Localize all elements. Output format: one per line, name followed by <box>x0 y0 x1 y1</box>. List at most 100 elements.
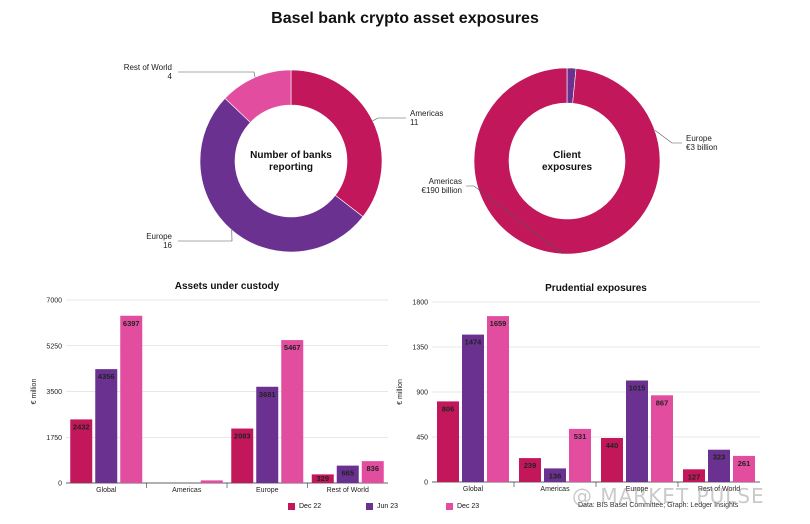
y-tick-label: 0 <box>58 481 62 488</box>
bar-dec-22 <box>70 419 93 483</box>
donut-slice-europe <box>199 97 364 253</box>
bar-chart-title: Assets under custody <box>175 281 280 292</box>
bar-data-label: 239 <box>524 461 537 470</box>
leader-line <box>178 230 233 242</box>
bar-data-label: 806 <box>442 404 455 413</box>
slice-label-value: 11 <box>410 118 419 127</box>
donut-slice-americas <box>473 67 661 255</box>
donut-center-label: reporting <box>269 162 313 173</box>
slice-label-value: 16 <box>163 241 172 250</box>
y-tick-label: 450 <box>416 435 428 442</box>
y-tick-label: 1350 <box>412 345 428 352</box>
slice-label-value: €3 billion <box>686 143 718 152</box>
x-tick-label: Global <box>96 487 117 494</box>
x-tick-label: Rest of World <box>327 487 369 494</box>
donut-center-label: Client <box>553 150 581 161</box>
bar-data-label: 836 <box>366 464 379 473</box>
bar-data-label: 531 <box>574 432 587 441</box>
bar-dec-22 <box>231 428 254 483</box>
donut-center-label: Number of banks <box>250 150 332 161</box>
bar-dec-23 <box>733 455 755 482</box>
y-tick-label: 3500 <box>46 389 62 396</box>
bar-jun-23 <box>544 468 566 482</box>
bar-dec-23 <box>487 316 509 482</box>
x-tick-label: Global <box>463 486 484 493</box>
leader-line <box>466 185 563 255</box>
legend-swatch <box>366 503 373 510</box>
bar-jun-23 <box>462 334 484 482</box>
bar-data-label: 4356 <box>98 372 115 381</box>
slice-label-value: €190 billion <box>422 186 462 195</box>
y-tick-label: 0 <box>424 480 428 487</box>
donut-slice-rest-of-world <box>224 69 292 123</box>
legend-label: Dec 22 <box>299 503 322 510</box>
bar-data-label: 323 <box>713 453 726 462</box>
y-axis-label: € million <box>397 379 404 405</box>
bar-data-label: 1474 <box>465 338 483 347</box>
legend-item-dec22: Dec 22 <box>288 503 321 510</box>
bar-data-label: 2432 <box>73 422 90 431</box>
donut-slice-americas <box>290 69 383 218</box>
legend-item-dec23: Dec 23 <box>446 503 479 510</box>
bar-dec-23 <box>651 395 673 482</box>
bar-dec-23 <box>569 428 591 482</box>
y-tick-label: 1750 <box>46 435 62 442</box>
bar-chart-title: Prudential exposures <box>545 283 647 294</box>
legend-swatch <box>288 503 295 510</box>
bar-dec-22 <box>437 401 459 482</box>
y-tick-label: 1800 <box>412 300 428 307</box>
bar-data-label: 2083 <box>234 432 251 441</box>
bar-data-label: 867 <box>656 398 669 407</box>
bar-data-label: 665 <box>341 469 354 478</box>
bar-jun-23 <box>256 386 279 483</box>
legend-label: Dec 23 <box>457 503 480 510</box>
y-tick-label: 7000 <box>46 298 62 305</box>
bar-data-label: 261 <box>738 459 751 468</box>
x-tick-label: Europe <box>626 486 649 493</box>
slice-label-name: Rest of World <box>124 63 172 72</box>
main-title: Basel bank crypto asset exposures <box>271 10 539 27</box>
donut-center-label: exposures <box>542 162 592 173</box>
bar-jun-23 <box>336 465 359 483</box>
bar-data-label: 136 <box>549 471 562 480</box>
bar-dec-23 <box>361 461 384 483</box>
x-tick-label: Europe <box>256 487 279 494</box>
leader-line <box>372 117 406 122</box>
slice-label-name: Americas <box>429 177 462 186</box>
bar-dec-23 <box>281 340 304 483</box>
watermark: @ MARKET PULSE <box>572 484 765 508</box>
slice-label-name: Europe <box>146 232 172 241</box>
y-tick-label: 900 <box>416 390 428 397</box>
bar-dec-22 <box>601 438 623 482</box>
bar-jun-23 <box>708 449 730 482</box>
bar-dec-23 <box>120 315 143 483</box>
bar-data-label: 127 <box>688 472 701 481</box>
bar-dec-22 <box>519 458 541 482</box>
bar-data-label: 1015 <box>629 384 646 393</box>
y-tick-label: 5250 <box>46 343 62 350</box>
bar-jun-23 <box>626 380 648 482</box>
slice-label-value: 4 <box>168 72 173 81</box>
bar-data-label: 3681 <box>259 390 276 399</box>
legend-label: Jun 23 <box>377 503 399 510</box>
legend-item-jun23: Jun 23 <box>366 503 398 510</box>
bar-dec-22 <box>311 474 334 483</box>
bar-dec-22 <box>683 469 705 482</box>
y-axis-label: € million <box>31 379 38 405</box>
bar-data-label: 1659 <box>490 319 507 328</box>
slice-label-name: Americas <box>410 109 443 118</box>
bar-data-label: 5467 <box>284 343 301 352</box>
bar-data-label: 440 <box>606 441 619 450</box>
bar-jun-23 <box>95 369 118 483</box>
x-tick-label: Americas <box>172 487 202 494</box>
bar-dec-23 <box>200 480 223 483</box>
x-tick-label: Rest of World <box>698 486 740 493</box>
legend-swatch <box>446 503 453 510</box>
x-tick-label: Americas <box>540 486 570 493</box>
slice-label-name: Europe <box>686 134 712 143</box>
leader-line <box>178 71 256 78</box>
source-note: Data: BIS Basel Committee; Graph: Ledger… <box>578 502 739 509</box>
bar-data-label: 329 <box>316 474 329 483</box>
bar-data-label: 6397 <box>123 319 140 328</box>
